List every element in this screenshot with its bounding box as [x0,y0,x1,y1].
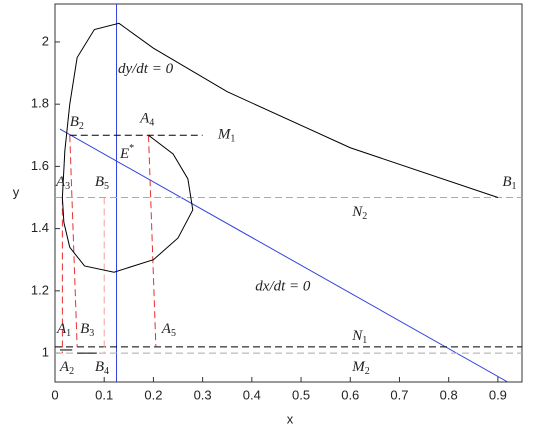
annotation: E* [119,143,134,162]
annotation-text: B [95,359,104,375]
annotation-subscript: 3 [65,181,70,192]
y-tick-label: 1 [42,345,49,360]
series-line [61,134,194,273]
annotation-subscript: 2 [365,366,370,377]
x-tick-label: 0.3 [194,387,212,402]
annotation-subscript: 2 [69,366,74,377]
x-tick-label: 0.9 [489,387,507,402]
annotation-text: E [119,146,129,162]
annotation: dx/dt = 0 [255,279,311,295]
annotation-subscript: 2 [362,211,367,222]
x-tick-label: 0.6 [341,387,359,402]
annotation-subscript: 1 [511,181,516,192]
annotation-text: M [351,359,366,375]
annotation-text: N [351,328,363,344]
series-line [59,128,508,383]
annotation-text: dx/dt = 0 [255,279,311,295]
annotation-subscript: 5 [171,328,176,339]
annotation: B4 [95,359,109,377]
y-axis-label: y [13,184,20,199]
y-tick-label: 2 [42,33,49,48]
annotation-subscript: 1 [230,134,235,145]
x-tick-label: 0.2 [144,387,162,402]
annotation-text: B [70,114,79,130]
annotation-text: B [80,321,89,337]
x-tick-label: 0 [51,387,58,402]
x-axis-label: x [287,411,294,426]
annotation-text: A [59,359,70,375]
y-tick-label: 1.6 [31,158,49,173]
annotation-subscript: 1 [66,328,71,339]
series-line [147,135,157,347]
annotation-subscript: 4 [149,118,154,129]
plot-frame [54,3,523,383]
x-tick-label: 0.7 [390,387,408,402]
x-tick-label: 0.1 [95,387,113,402]
series-line [69,135,78,347]
annotation: N1 [351,328,367,346]
y-tick-label: 1.4 [31,220,49,235]
annotation-text: B [502,174,511,190]
x-tick-label: 0.8 [440,387,458,402]
annotation: A2 [59,359,74,377]
annotation-text: B [95,174,104,190]
annotation-superscript: * [129,143,134,154]
annotation-subscript: 5 [104,181,109,192]
annotation-text: M [217,127,232,143]
annotation-text: dy/dt = 0 [118,61,174,77]
annotation-text: N [351,205,363,221]
x-tick-label: 0.5 [292,387,310,402]
y-tick-label: 1.2 [31,282,49,297]
annotation: A4 [139,111,154,129]
annotation: B3 [80,321,94,339]
annotation: A3 [55,174,70,192]
annotation-subscript: 1 [362,335,367,346]
annotation-text: A [161,321,172,337]
annotation-text: A [139,111,150,127]
annotation: A1 [56,321,71,339]
annotation: B5 [95,174,109,192]
x-tick-label: 0.4 [243,387,261,402]
series-line [61,22,499,198]
annotation-subscript: 3 [89,328,94,339]
annotation: B2 [70,114,84,132]
annotation-text: A [55,174,66,190]
annotation-subscript: 4 [104,366,109,377]
annotation-subscript: 2 [79,121,84,132]
annotation-text: A [56,321,67,337]
annotation: M2 [351,359,370,377]
annotation: N2 [351,205,367,223]
annotation: B1 [502,174,516,192]
annotation: dy/dt = 0 [118,61,174,77]
annotation: A5 [161,321,176,339]
annotation: M1 [217,127,236,145]
y-tick-label: 1.8 [31,96,49,111]
